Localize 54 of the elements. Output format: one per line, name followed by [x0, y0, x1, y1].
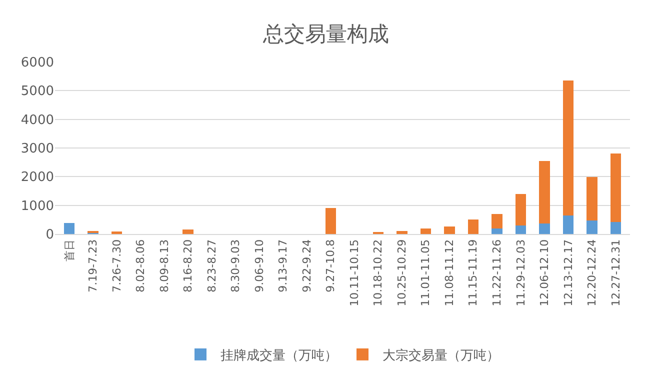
bar: [610, 222, 622, 234]
legend-label: 挂牌成交量（万吨）: [220, 347, 338, 364]
bar: [420, 228, 432, 234]
y-tick-label: 0: [46, 228, 54, 243]
bar: [539, 223, 550, 234]
x-tick-label: 12.13-12.17: [562, 239, 575, 306]
x-tick-label: 11.01-11.05: [419, 239, 432, 306]
bar: [111, 231, 122, 234]
x-tick-label: 9.22-9.24: [300, 239, 314, 292]
x-tick-label: 10.18-10.22: [372, 239, 385, 306]
x-tick-label: 8.23-8.27: [205, 239, 218, 292]
x-tick-label: 9.06-9.10: [252, 239, 266, 292]
bar: [562, 80, 574, 216]
bar: [325, 208, 336, 234]
y-tick-label: 6000: [20, 56, 54, 71]
bar: [182, 230, 194, 234]
y-tick-label: 2000: [20, 170, 54, 186]
x-tick-label: 8.02-8.06: [134, 239, 148, 292]
x-tick-label: 8.09-8.13: [158, 239, 171, 292]
bar: [492, 214, 502, 228]
x-tick-label: 11.15-11.19: [466, 239, 480, 306]
bar: [539, 160, 550, 224]
bar: [396, 231, 408, 234]
x-tick-label: 首日: [62, 239, 76, 262]
bar: [562, 215, 574, 234]
bar: [586, 176, 598, 221]
x-tick-label: 11.08-11.12: [442, 239, 456, 306]
x-tick-label: 9.27-10.8: [324, 239, 338, 292]
x-tick-label: 8.30-9.03: [229, 239, 242, 292]
bar: [586, 220, 598, 234]
x-tick-label: 7.19-7.23: [86, 239, 100, 292]
x-tick-label: 12.06-12.10: [538, 239, 552, 306]
x-tick-label: 12.20-12.24: [586, 239, 599, 306]
x-tick-label: 10.11-10.15: [348, 239, 361, 306]
x-tick-label: 11.22-11.26: [490, 239, 504, 306]
y-tick-label: 1000: [20, 198, 54, 214]
bar: [492, 228, 502, 234]
bar: [610, 153, 622, 222]
x-tick-label: 7.26-7.30: [110, 239, 124, 292]
y-tick-label: 3000: [20, 142, 54, 157]
x-tick-label: 9.13-9.17: [276, 239, 290, 292]
x-tick-label: 12.27-12.31: [609, 239, 622, 306]
chart-title: 总交易量构成: [262, 22, 389, 46]
bar: [515, 225, 526, 234]
y-tick-label: 4000: [20, 112, 54, 128]
legend-label: 大宗交易量（万吨）: [382, 347, 500, 364]
x-tick-label: 8.16-8.20: [182, 239, 195, 292]
x-tick-label: 11.29-12.03: [514, 239, 528, 306]
bar: [444, 226, 455, 234]
bar: [64, 223, 75, 234]
bar: [468, 219, 479, 234]
bar: [515, 194, 526, 226]
x-tick-label: 10.25-10.29: [395, 239, 408, 306]
y-tick-label: 5000: [20, 84, 54, 100]
